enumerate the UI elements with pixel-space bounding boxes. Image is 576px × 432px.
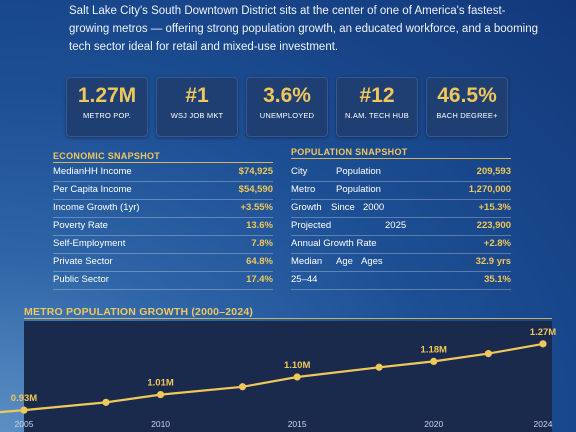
economic-snapshot-title: ECONOMIC SNAPSHOT xyxy=(53,151,161,161)
kpi-label: BACH DEGREE+ xyxy=(436,111,498,120)
row-value: +2.8% xyxy=(483,238,511,249)
row-label-2: Since xyxy=(331,202,355,213)
table-row: Self-Employment 7.8% xyxy=(53,235,273,254)
row-label: Metro xyxy=(291,184,316,195)
row-value: 32.9 yrs xyxy=(475,256,511,267)
row-value: 17.4% xyxy=(246,274,273,285)
kpi-value: 1.27M xyxy=(77,84,137,107)
population-line-chart: 0.93M 1.01M 1.10M 1.18M 1.27M 2005 2010 2015 202… xyxy=(0,321,556,432)
kpi-value: #1 xyxy=(185,84,209,107)
series-line xyxy=(0,342,544,414)
row-label: Growth xyxy=(291,202,322,213)
chart-title-rule xyxy=(24,318,552,319)
kpi-card-unemployed: 3.6% UNEMPLOYED xyxy=(246,77,328,137)
kpi-label: WSJ JOB MKT xyxy=(170,111,224,120)
kpi-value: 3.6% xyxy=(263,84,311,107)
kpi-label: UNEMPLOYED xyxy=(259,111,315,120)
economic-snapshot-rule xyxy=(53,162,273,163)
table-row: Annual Growth Rate +2.8% xyxy=(291,235,511,254)
row-label: Income Growth (1yr) xyxy=(53,202,140,213)
x-tick-label: 2010 xyxy=(151,419,170,429)
row-label: Poverty Rate xyxy=(53,220,108,231)
data-label: 1.10M xyxy=(284,360,310,371)
data-point xyxy=(20,406,28,414)
population-snapshot-title: POPULATION SNAPSHOT xyxy=(291,147,408,157)
row-label: Private Sector xyxy=(53,256,113,267)
kpi-card-tech-hub: #12 N.AM. TECH HUB xyxy=(336,77,418,137)
chart-plot-area xyxy=(24,321,552,432)
row-value: $54,590 xyxy=(238,184,273,195)
row-value: +15.3% xyxy=(478,202,512,213)
row-label-2: Population xyxy=(336,184,381,195)
row-label-3: Ages xyxy=(361,256,383,267)
kpi-card-metro-pop: 1.27M METRO POP. xyxy=(66,77,148,137)
data-point xyxy=(238,383,247,391)
row-label: MedianHH Income xyxy=(53,166,132,177)
row-value: 13.6% xyxy=(246,220,273,231)
row-value: 35.1% xyxy=(484,274,511,285)
kpi-value: 46.5% xyxy=(437,84,497,107)
chart-layer: 0.93M 1.01M 1.10M 1.18M 1.27M 2005 2010 2015 202… xyxy=(0,327,556,429)
data-label: 1.18M xyxy=(421,344,447,355)
table-row: Poverty Rate 13.6% xyxy=(53,217,273,236)
x-tick-label: 2024 xyxy=(534,419,553,429)
table-row: 25–44 35.1% xyxy=(291,271,511,290)
row-value: 64.8% xyxy=(246,256,273,267)
data-point xyxy=(156,390,165,399)
row-label: 25–44 xyxy=(291,274,318,285)
intro-paragraph: Salt Lake City's South Downtown District… xyxy=(69,5,539,53)
row-label-3: 2000 xyxy=(363,202,385,213)
data-point xyxy=(539,340,547,348)
table-row: MedianHH Income $74,925 xyxy=(53,163,273,182)
x-tick-label: 2020 xyxy=(424,419,443,429)
data-point xyxy=(293,373,301,381)
data-point xyxy=(375,363,383,371)
population-snapshot-rule xyxy=(291,158,511,159)
row-label: Self-Employment xyxy=(53,238,126,249)
row-label: Public Sector xyxy=(53,274,109,285)
table-row: City Population 209,593 xyxy=(291,163,511,182)
row-label-2: Population xyxy=(336,166,381,177)
chart-title: METRO POPULATION GROWTH (2000–2024) xyxy=(24,306,254,318)
row-value: 1,270,000 xyxy=(468,184,511,195)
kpi-card-job-market: #1 WSJ JOB MKT xyxy=(156,77,238,137)
data-point xyxy=(102,398,110,406)
row-label-2: Age xyxy=(336,256,353,267)
row-label-2: 2025 xyxy=(385,220,407,231)
table-row: Median Age Ages 32.9 yrs xyxy=(291,253,511,272)
data-point xyxy=(430,357,438,365)
table-row: Income Growth (1yr) +3.55% xyxy=(53,199,273,218)
table-row: Private Sector 64.8% xyxy=(53,253,273,272)
row-value: 209,593 xyxy=(476,166,511,177)
row-value: 223,900 xyxy=(476,220,511,231)
row-value: $74,925 xyxy=(238,166,273,177)
row-label: City xyxy=(291,166,308,177)
table-row: Growth Since 2000 +15.3% xyxy=(291,199,511,218)
row-label: Annual Growth Rate xyxy=(291,238,377,249)
table-row: Projected 2025 223,900 xyxy=(291,217,511,236)
row-label: Median xyxy=(291,256,323,267)
kpi-value: #12 xyxy=(359,84,395,107)
data-label: 1.01M xyxy=(147,378,173,389)
table-row: Public Sector 17.4% xyxy=(53,271,273,290)
kpi-label: METRO POP. xyxy=(82,111,132,120)
kpi-card-bachelors: 46.5% BACH DEGREE+ xyxy=(426,77,508,137)
table-row: Metro Population 1,270,000 xyxy=(291,181,511,200)
row-value: +3.55% xyxy=(240,202,274,213)
row-label: Projected xyxy=(291,220,332,231)
x-tick-label: 2005 xyxy=(15,419,34,429)
data-point xyxy=(484,350,492,358)
data-label: 1.27M xyxy=(530,327,556,338)
x-tick-label: 2015 xyxy=(288,419,307,429)
row-value: 7.8% xyxy=(251,238,273,249)
kpi-label: N.AM. TECH HUB xyxy=(345,111,409,120)
row-label: Per Capita Income xyxy=(53,184,132,195)
table-row: Per Capita Income $54,590 xyxy=(53,181,273,200)
data-label: 0.93M xyxy=(11,393,37,404)
